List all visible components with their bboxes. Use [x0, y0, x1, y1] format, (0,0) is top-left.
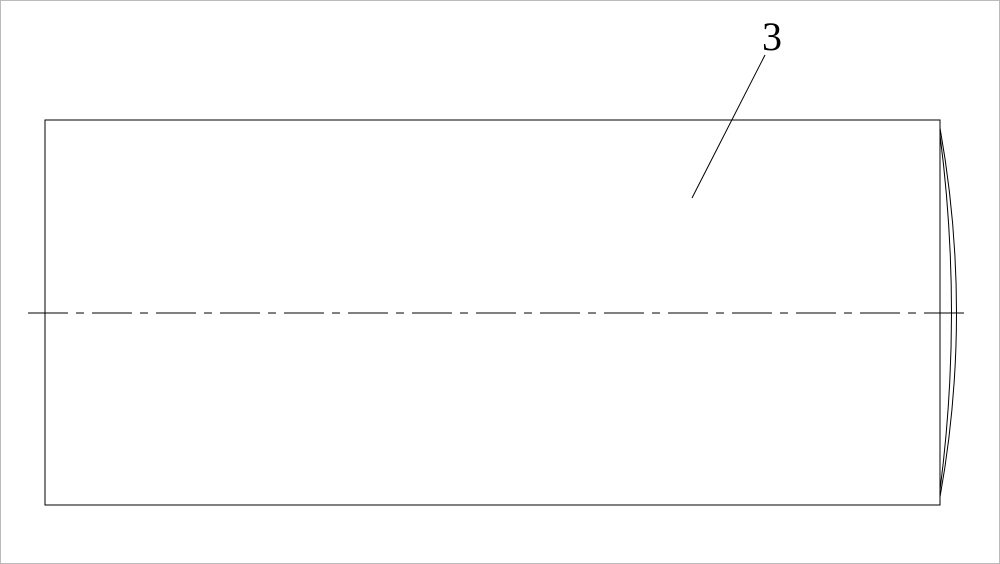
part-label-3: 3 — [762, 14, 782, 59]
label-leader — [692, 55, 765, 198]
image-frame — [1, 1, 1000, 564]
drawing-canvas: 3 — [0, 0, 1000, 564]
